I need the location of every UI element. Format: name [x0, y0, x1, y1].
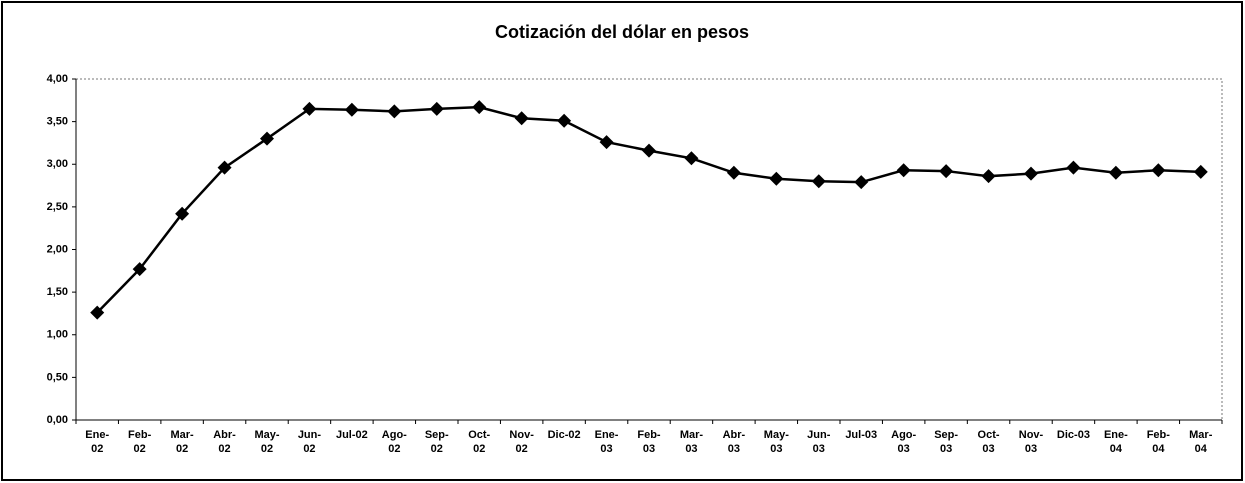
marker — [981, 169, 996, 184]
x-tick-label: Jun-02 — [297, 429, 322, 455]
marker — [599, 135, 614, 150]
y-tick-label: 0,50 — [47, 371, 68, 383]
x-tick-label: Dic-02 — [547, 429, 581, 441]
y-tick-label: 0,00 — [47, 414, 68, 426]
x-tick-label: Jul-03 — [845, 429, 878, 441]
x-tick-label: Mar-04 — [1189, 429, 1213, 455]
chart-title: Cotización del dólar en pesos — [495, 22, 749, 42]
marker — [642, 143, 656, 158]
marker — [684, 151, 699, 166]
x-tick-label: Sep-03 — [934, 429, 959, 455]
x-tick-label: Ene-02 — [85, 429, 110, 455]
marker — [132, 262, 147, 277]
y-tick-label: 3,50 — [47, 116, 68, 128]
x-tick-label: Abr-03 — [722, 429, 746, 455]
marker — [514, 111, 529, 126]
marker — [769, 171, 784, 186]
x-tick-label: Feb-02 — [128, 429, 152, 455]
x-tick-label: Sep-02 — [424, 429, 449, 455]
y-tick-label: 1,00 — [47, 329, 68, 341]
x-tick-label: Jun-03 — [807, 429, 831, 455]
y-tick-label: 3,00 — [47, 158, 68, 170]
marker — [1066, 160, 1081, 175]
marker — [854, 175, 869, 190]
y-tick-label: 4,00 — [47, 73, 68, 85]
marker — [1108, 165, 1123, 180]
marker — [90, 305, 105, 320]
marker — [896, 163, 911, 178]
x-tick-label: Mar-02 — [170, 429, 194, 455]
x-tick-label: Nov-02 — [509, 429, 534, 455]
x-tick-label: Oct-03 — [977, 429, 1000, 455]
x-tick-label: Mar-03 — [679, 429, 704, 455]
y-tick-label: 2,00 — [47, 243, 68, 255]
marker — [1024, 166, 1038, 181]
marker — [260, 131, 274, 146]
x-tick-label: Ene-03 — [594, 429, 619, 455]
x-tick-label: Ago-02 — [381, 429, 407, 455]
marker — [1193, 164, 1208, 179]
x-tick-label: Abr-02 — [213, 429, 236, 455]
marker — [557, 113, 572, 128]
x-tick-label: Dic-03 — [1056, 429, 1090, 441]
marker — [726, 165, 741, 180]
x-tick-label: May-02 — [254, 429, 280, 455]
marker — [217, 160, 232, 175]
y-tick-label: 2,50 — [47, 201, 68, 213]
marker — [175, 206, 190, 221]
marker — [1151, 163, 1166, 178]
marker — [429, 101, 444, 116]
x-tick-label: Nov-03 — [1018, 429, 1044, 455]
marker — [472, 100, 487, 115]
marker — [811, 174, 826, 189]
marker — [344, 102, 359, 117]
x-tick-label: Ene-04 — [1103, 429, 1128, 455]
y-tick-label: 1,50 — [47, 286, 68, 298]
marker — [387, 104, 402, 119]
x-tick-label: Ago-03 — [891, 429, 917, 455]
x-tick-label: Oct-02 — [468, 429, 491, 455]
x-tick-label: Feb-03 — [637, 429, 661, 455]
x-tick-label: Feb-04 — [1146, 429, 1170, 455]
marker — [302, 101, 317, 116]
marker — [939, 164, 954, 179]
x-tick-label: May-03 — [763, 429, 789, 455]
x-tick-label: Jul-02 — [335, 429, 368, 441]
